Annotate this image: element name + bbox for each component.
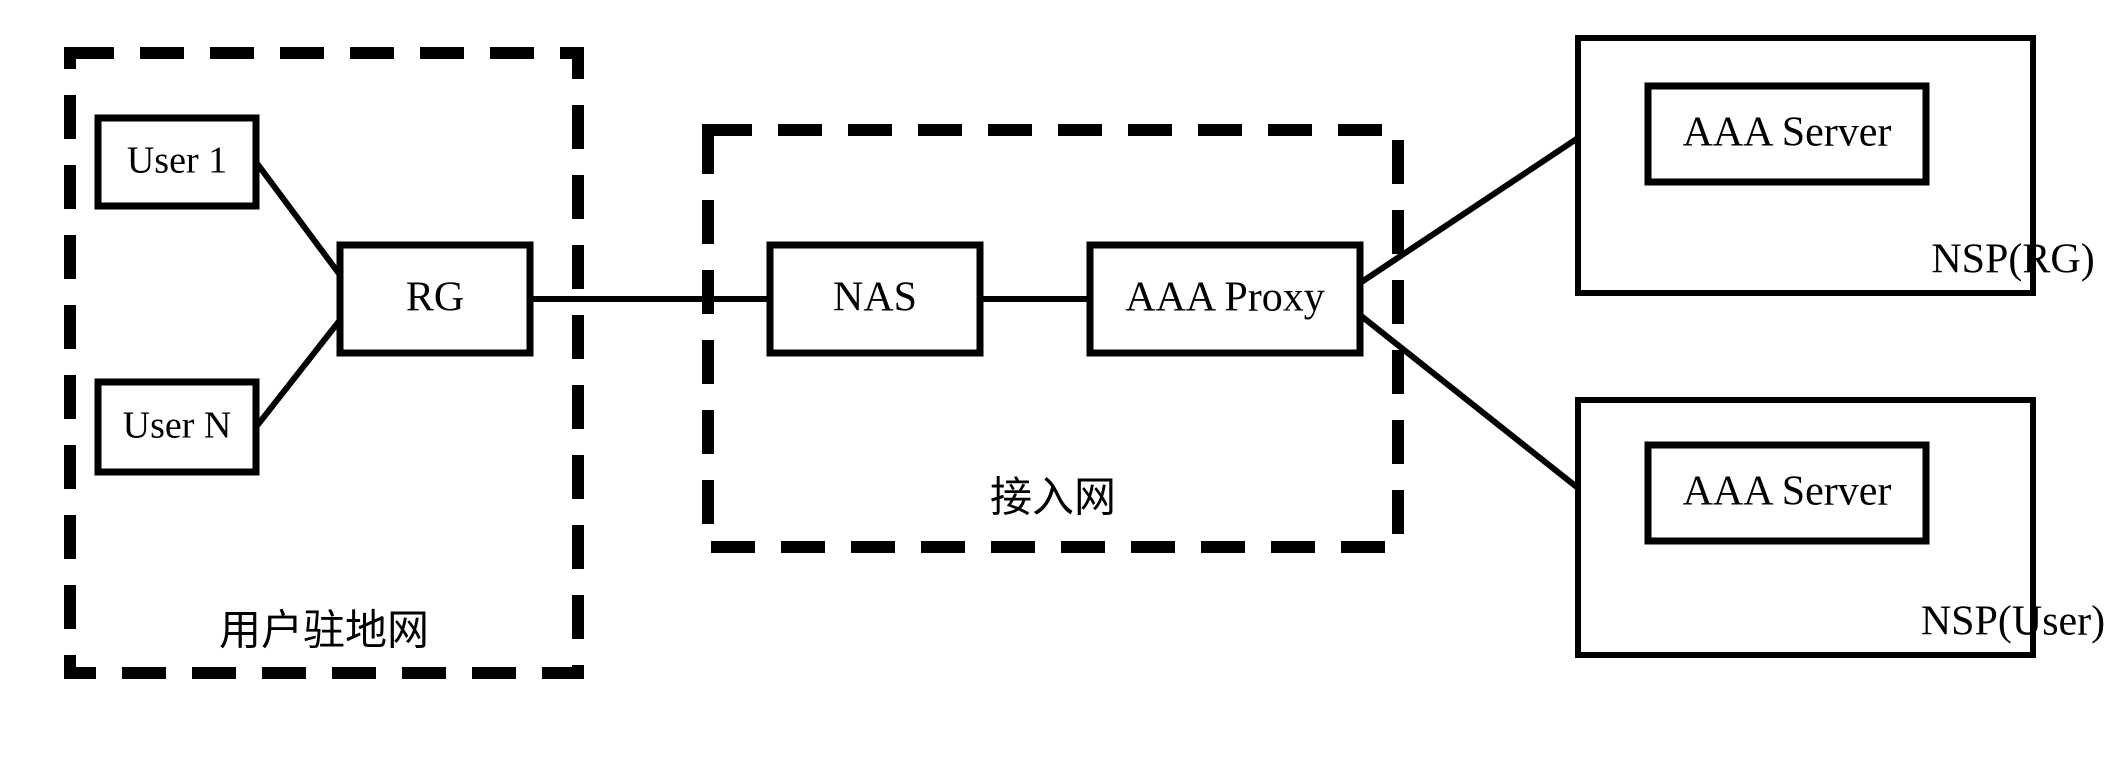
node-proxy: AAA Proxy	[1090, 245, 1360, 353]
node-user1: User 1	[98, 118, 256, 206]
node-user1-label: User 1	[127, 140, 227, 182]
group-cpn-label: 用户驻地网	[219, 609, 429, 655]
node-rg: RG	[340, 245, 530, 353]
edge-usern-rg	[256, 320, 340, 427]
node-nsp_rg-label: NSP(RG)	[1931, 237, 2094, 283]
node-nsp_user-label: NSP(User)	[1921, 599, 2105, 645]
node-srv2-label: AAA Server	[1683, 469, 1892, 515]
node-nas: NAS	[770, 245, 980, 353]
node-srv1: AAA Server	[1648, 86, 1926, 182]
node-rg-label: RG	[406, 275, 464, 321]
node-proxy-label: AAA Proxy	[1125, 275, 1325, 321]
node-srv1-label: AAA Server	[1683, 110, 1892, 156]
node-nas-label: NAS	[833, 275, 917, 321]
node-usern: User N	[98, 382, 256, 472]
node-srv2: AAA Server	[1648, 445, 1926, 541]
edge-user1-rg	[256, 162, 340, 275]
node-usern-label: User N	[123, 405, 232, 447]
group-access-label: 接入网	[990, 476, 1116, 522]
